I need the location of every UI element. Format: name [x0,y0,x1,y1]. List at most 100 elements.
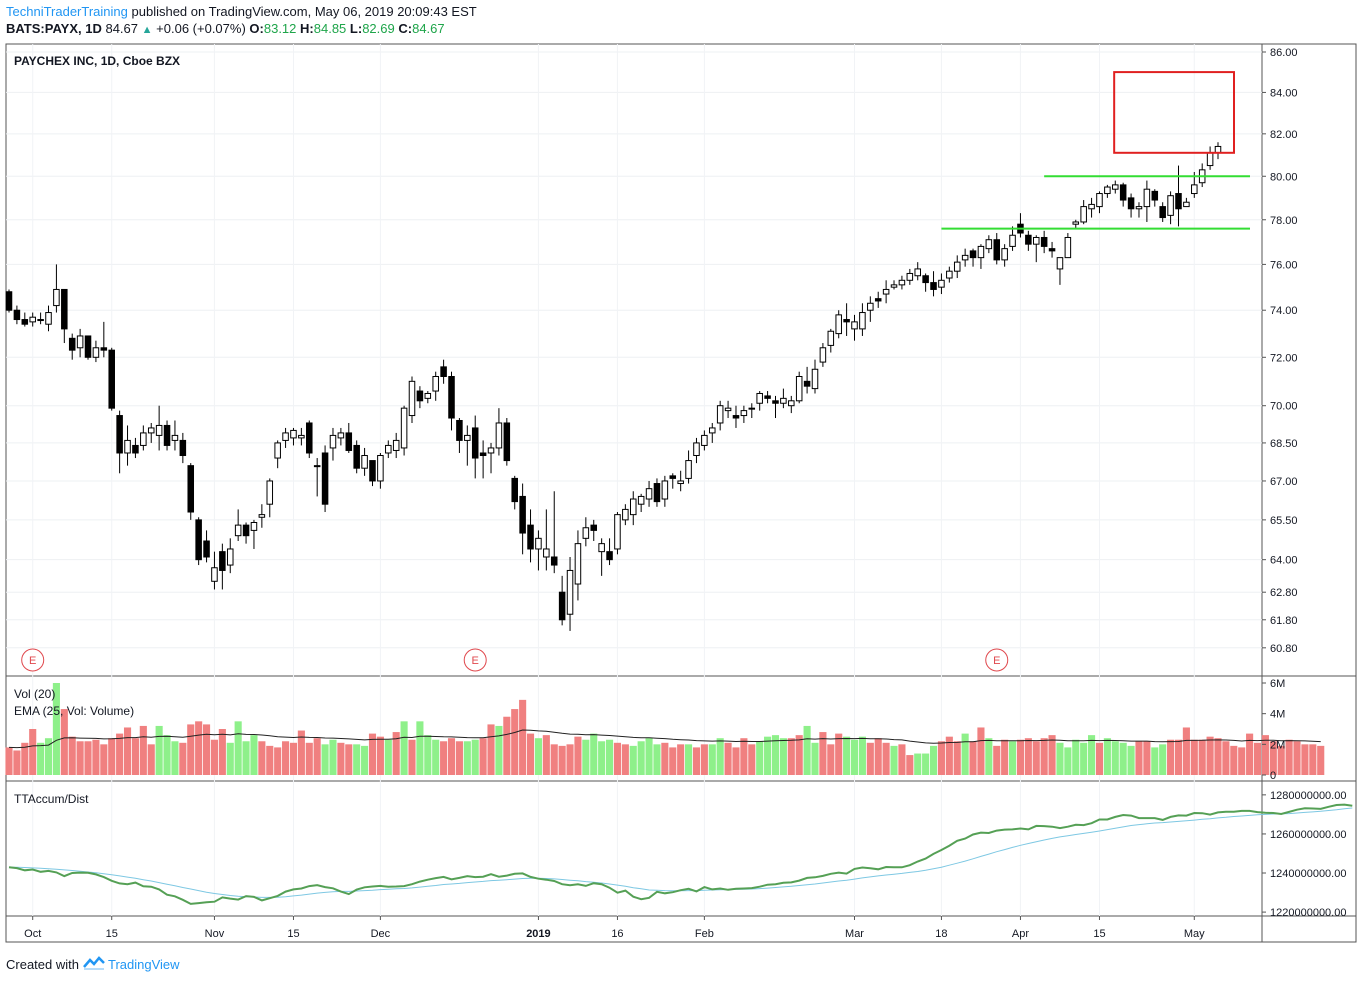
candle [535,537,542,550]
candle [1104,186,1111,195]
candle [629,498,637,516]
volume-bar [471,739,479,775]
price-tick-label: 70.00 [1270,401,1298,413]
volume-bar [1032,741,1040,775]
volume-bar [550,744,558,775]
accum-tick-label: 1240000000.00 [1270,868,1346,880]
candle [1080,206,1087,223]
price-tick-label: 67.00 [1270,476,1298,488]
volume-bar [985,738,993,775]
volume-bar [1293,741,1301,775]
candle [92,347,100,358]
volume-bar [771,735,780,775]
volume-bar [890,745,898,775]
author-link[interactable]: TechniTraderTraining [6,4,128,19]
volume-bar [1309,744,1317,775]
candle [84,335,92,358]
volume-bar [282,741,290,775]
volume-bar [147,744,155,775]
chart-frame [5,43,1357,943]
candle [890,284,898,288]
candle [882,288,890,295]
candle [448,375,455,419]
volume-bar [953,741,961,775]
candle [811,368,819,390]
volume-pane-title: Vol (20) [14,687,55,701]
time-tick-label: May [1184,928,1205,940]
candle [290,429,297,439]
candle [242,524,250,537]
candle [661,480,669,500]
candle [432,375,439,392]
volume-bar [305,742,313,775]
volume-bar [218,729,226,775]
volume-bar [700,744,708,775]
volume-bar [1111,741,1119,775]
candle [456,419,463,441]
candle [819,347,827,363]
volume-pane[interactable] [5,683,1325,775]
volume-bar [1048,735,1056,775]
candle [685,460,692,479]
candle [171,434,179,441]
volume-bar [1064,747,1072,775]
candle [495,422,503,449]
volume-bar [1024,738,1032,775]
tradingview-brand[interactable]: TradingView [107,957,180,972]
candle [1206,152,1214,167]
volume-bar [21,742,29,775]
candle [930,282,937,290]
candle [969,250,977,259]
volume-bar [1056,742,1064,775]
volume-bar [795,735,803,775]
accum-pane-title: TTAccum/Dist [14,792,89,806]
candle [606,551,613,561]
time-tick-label: Apr [1012,928,1029,940]
accum-signal-line [8,807,1353,898]
volume-bar [929,745,938,775]
volume-bar [116,733,124,775]
volume-bar [384,739,392,775]
time-tick-label: 18 [935,928,947,940]
volume-bar [321,744,329,775]
time-tick-label: Mar [845,928,864,940]
volume-bar [487,724,495,775]
volume-bar [906,755,914,775]
volume-bar [1159,744,1167,775]
volume-bar [234,721,242,775]
candle [234,524,242,537]
volume-bar [542,735,550,775]
volume-bar [1151,747,1159,775]
candle [724,407,732,412]
candle [1175,193,1182,210]
volume-ema-line [8,729,1321,749]
volume-bar [1040,738,1048,775]
volume-bar [463,741,471,775]
volume-bar [139,725,147,775]
volume-bar [100,744,108,775]
candle [780,397,787,404]
volume-bar [1222,741,1230,775]
candle [764,395,771,399]
candle [748,407,756,410]
candle [313,465,321,468]
up-arrow-icon: ▲ [141,24,153,36]
volume-bar [179,742,187,775]
candle [622,508,629,521]
accum-pane[interactable] [8,803,1353,905]
candle [108,349,115,409]
candle [614,514,621,550]
volume-bar [677,744,685,775]
candle [1088,203,1095,210]
high-value: 84.85 [313,21,347,36]
open-value: 83.12 [263,21,297,36]
candle [1191,184,1198,195]
volume-bar [937,741,945,775]
candle [574,543,582,585]
volume-bar [590,733,598,775]
volume-bar [629,745,637,775]
volume-bar [1182,727,1190,775]
volume-bar [1190,739,1198,775]
